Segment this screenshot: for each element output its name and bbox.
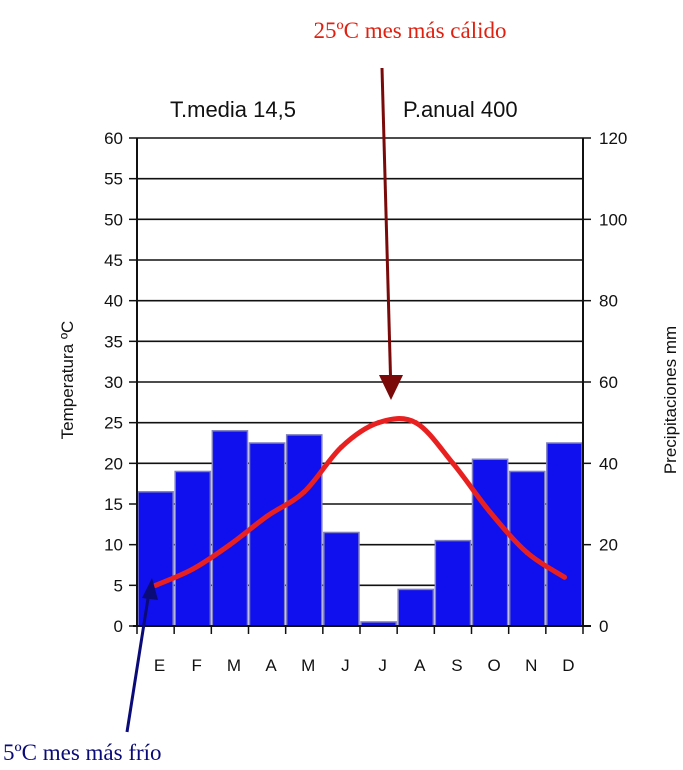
precip-bar — [546, 442, 583, 627]
temperature-point — [338, 444, 344, 450]
precip-bar — [211, 430, 249, 627]
precip-bar — [248, 442, 286, 627]
header-mean-temperature: T.media 14,5 — [170, 97, 296, 122]
month-label: J — [341, 656, 350, 675]
annotation-coldest-month: 5ºC mes más frío — [3, 740, 162, 765]
right-tick-label: 100 — [599, 210, 627, 229]
temperature-line — [153, 416, 567, 588]
grid-lines — [137, 137, 583, 587]
right-tick-label: 0 — [599, 617, 608, 636]
month-label: E — [154, 656, 165, 675]
left-tick-label: 55 — [104, 170, 123, 189]
precip-bar — [508, 470, 546, 627]
precip-bar — [137, 491, 174, 627]
precip-bar — [323, 531, 360, 627]
left-tick-label: 10 — [104, 536, 123, 555]
left-tick-label: 30 — [104, 373, 123, 392]
month-label: M — [227, 656, 241, 675]
temperature-point — [264, 513, 270, 519]
month-label: M — [301, 656, 315, 675]
precip-bar — [471, 458, 509, 627]
annotation-coldest-arrowhead — [142, 578, 158, 600]
temperature-point — [487, 509, 493, 515]
right-tick-label: 120 — [599, 129, 627, 148]
left-axis-label: Temperatura ºC — [58, 321, 77, 440]
precipitation-bars — [137, 430, 583, 627]
left-tick-label: 50 — [104, 210, 123, 229]
precip-bar — [397, 588, 435, 627]
precip-bar — [285, 434, 323, 627]
left-tick-label: 45 — [104, 251, 123, 270]
temperature-point — [450, 460, 456, 466]
left-tick-label: 20 — [104, 454, 123, 473]
annotation-coldest-arrow — [125, 591, 151, 733]
right-tick-label: 20 — [599, 536, 618, 555]
left-tick-label: 15 — [104, 495, 123, 514]
left-tick-label: 0 — [114, 617, 123, 636]
month-label: O — [487, 656, 500, 675]
temperature-point — [376, 420, 382, 426]
month-label: S — [451, 656, 462, 675]
temperature-point — [227, 542, 233, 548]
header-annual-precipitation: P.anual 400 — [403, 97, 518, 122]
temperature-point — [190, 566, 196, 572]
right-tick-label: 40 — [599, 454, 618, 473]
month-label: D — [562, 656, 574, 675]
month-label: J — [378, 656, 387, 675]
right-tick-label: 60 — [599, 373, 618, 392]
tick-labels: 0 5 10 15 20 25 30 35 40 45 50 55 60 0 20 40 60 80 100 120 E… — [104, 129, 627, 675]
temperature-point — [561, 574, 567, 580]
right-tick-label: 80 — [599, 292, 618, 311]
precip-bar — [174, 470, 212, 627]
temperature-point — [413, 420, 419, 426]
month-label: N — [525, 656, 537, 675]
month-label: A — [414, 656, 426, 675]
left-tick-label: 40 — [104, 292, 123, 311]
annotation-warmest-arrow — [380, 67, 393, 395]
precip-bar — [434, 539, 472, 627]
month-label: A — [265, 656, 277, 675]
left-tick-label: 35 — [104, 332, 123, 351]
temperature-point — [301, 489, 307, 495]
left-tick-label: 60 — [104, 129, 123, 148]
left-tick-label: 5 — [114, 576, 123, 595]
annotation-warmest-arrowhead — [379, 375, 403, 400]
left-tick-label: 25 — [104, 414, 123, 433]
temperature-point — [524, 550, 530, 556]
temperature-line-group — [153, 416, 567, 588]
month-label: F — [192, 656, 202, 675]
right-axis-label: Precipitaciones mm — [661, 326, 680, 474]
annotation-warmest-month: 25ºC mes más cálido — [313, 18, 506, 43]
